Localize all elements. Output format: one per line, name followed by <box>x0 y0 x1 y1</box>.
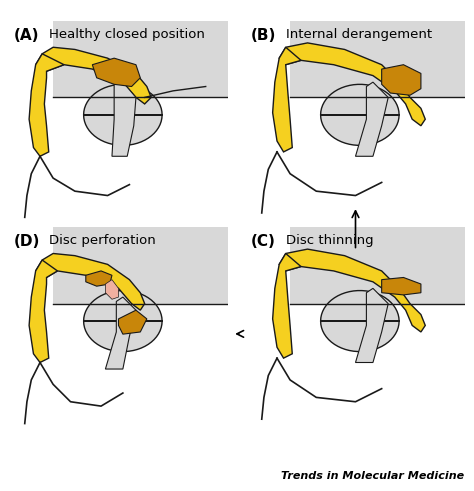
Polygon shape <box>290 227 465 303</box>
Polygon shape <box>36 47 151 104</box>
Polygon shape <box>105 280 118 300</box>
Text: Disc thinning: Disc thinning <box>286 234 374 247</box>
Text: (C): (C) <box>251 234 276 249</box>
Text: (D): (D) <box>14 234 40 249</box>
Polygon shape <box>382 65 421 95</box>
Polygon shape <box>290 21 465 97</box>
Polygon shape <box>83 291 162 352</box>
Polygon shape <box>92 58 140 86</box>
Polygon shape <box>273 253 301 358</box>
Polygon shape <box>279 249 425 332</box>
Polygon shape <box>320 84 399 145</box>
Text: Disc perforation: Disc perforation <box>49 234 155 247</box>
Text: Internal derangement: Internal derangement <box>286 27 432 41</box>
Polygon shape <box>382 277 421 295</box>
Text: Trends in Molecular Medicine: Trends in Molecular Medicine <box>282 471 465 481</box>
Polygon shape <box>356 82 388 156</box>
Polygon shape <box>53 21 228 97</box>
Text: Healthy closed position: Healthy closed position <box>49 27 205 41</box>
Polygon shape <box>105 297 136 369</box>
Polygon shape <box>279 43 425 126</box>
Polygon shape <box>29 260 57 362</box>
Polygon shape <box>29 54 64 156</box>
Polygon shape <box>356 288 388 362</box>
Polygon shape <box>36 253 145 310</box>
Polygon shape <box>112 82 136 156</box>
Text: (A): (A) <box>14 27 39 43</box>
Polygon shape <box>86 271 112 286</box>
Polygon shape <box>320 291 399 352</box>
Polygon shape <box>118 310 147 334</box>
Text: (B): (B) <box>251 27 276 43</box>
Polygon shape <box>273 47 301 152</box>
Polygon shape <box>53 227 228 303</box>
Polygon shape <box>83 84 162 145</box>
